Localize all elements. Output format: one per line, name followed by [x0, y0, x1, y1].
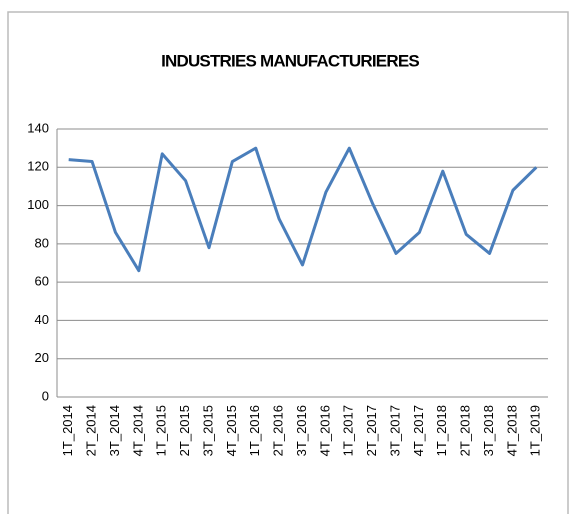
x-tick-label: 3T_2014: [107, 405, 122, 456]
x-tick-label: 1T_2018: [434, 405, 449, 456]
x-tick-label: 2T_2018: [458, 405, 473, 456]
y-tick-label: 0: [42, 388, 49, 403]
x-tick-label: 1T_2015: [154, 405, 169, 456]
x-tick-label: 1T_2014: [60, 405, 75, 456]
y-tick-label: 40: [35, 312, 49, 327]
chart-title: INDUSTRIES MANUFACTURIERES: [161, 51, 419, 70]
x-tick-label: 3T_2017: [387, 405, 402, 456]
x-tick-label: 1T_2017: [341, 405, 356, 456]
x-tick-label: 4T_2016: [317, 405, 332, 456]
y-tick-label: 100: [27, 197, 49, 212]
x-tick-label: 2T_2015: [177, 405, 192, 456]
x-tick-label: 3T_2016: [294, 405, 309, 456]
y-tick-label: 140: [27, 120, 49, 135]
x-tick-label: 4T_2017: [411, 405, 426, 456]
x-tick-label: 4T_2014: [130, 405, 145, 456]
y-tick-label: 80: [35, 235, 49, 250]
x-tick-label: 4T_2015: [224, 405, 239, 456]
y-tick-label: 20: [35, 350, 49, 365]
x-tick-label: 3T_2018: [481, 405, 496, 456]
x-tick-label: 2T_2017: [364, 405, 379, 456]
x-tick-label: 3T_2015: [200, 405, 215, 456]
x-tick-label: 1T_2016: [247, 405, 262, 456]
y-tick-label: 120: [27, 159, 49, 174]
y-tick-label: 60: [35, 274, 49, 289]
x-tick-label: 4T_2018: [504, 405, 519, 456]
x-tick-label: 2T_2014: [84, 405, 99, 456]
data-line: [68, 146, 538, 273]
x-tick-label: 1T_2019: [528, 405, 543, 456]
chart-frame: [7, 11, 569, 514]
x-tick-label: 2T_2016: [271, 405, 286, 456]
